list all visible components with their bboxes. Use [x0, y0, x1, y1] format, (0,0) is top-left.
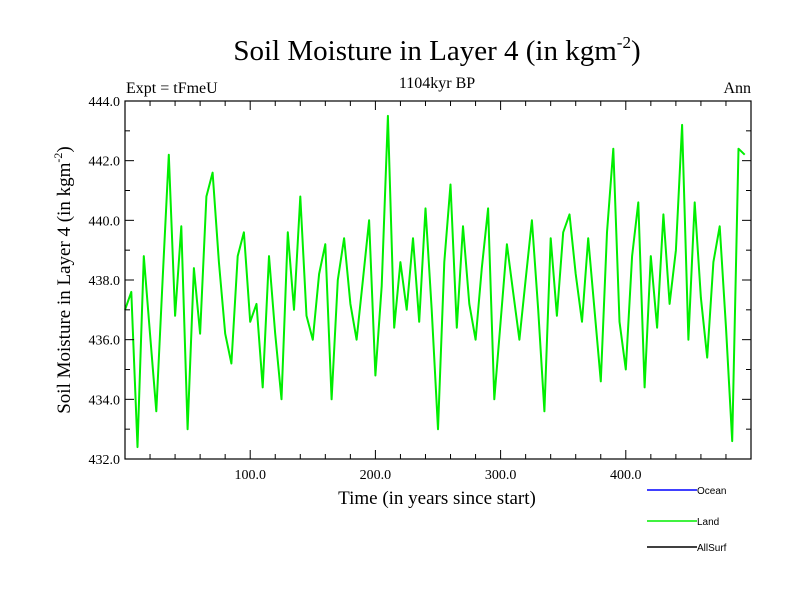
- y-tick-label: 432.0: [89, 453, 121, 468]
- series-line-land: [124, 114, 746, 449]
- chart-title: Soil Moisture in Layer 4 (in kgm-2): [233, 33, 640, 67]
- y-tick-label: 440.0: [89, 214, 121, 229]
- x-tick-label: 100.0: [234, 468, 266, 483]
- experiment-label: Expt = tFmeU: [126, 80, 218, 97]
- y-tick-label: 444.0: [89, 95, 121, 110]
- y-axis-label: Soil Moisture in Layer 4 (in kgm-2): [51, 146, 75, 414]
- legend-label-ocean: Ocean: [697, 486, 726, 497]
- y-tick-label: 436.0: [89, 334, 121, 349]
- y-tick-label: 434.0: [89, 393, 121, 408]
- x-tick-label: 200.0: [360, 468, 392, 483]
- y-tick-label: 442.0: [89, 155, 121, 170]
- x-tick-label: 300.0: [485, 468, 517, 483]
- x-tick-label: 400.0: [610, 468, 642, 483]
- season-label: Ann: [723, 80, 751, 97]
- y-tick-label: 438.0: [89, 274, 121, 289]
- plot-frame: [124, 100, 752, 460]
- x-axis-label: Time (in years since start): [338, 488, 536, 509]
- legend-label-allsurf: AllSurf: [697, 543, 727, 554]
- chart-subtitle: 1104kyr BP: [399, 75, 475, 92]
- legend-label-land: Land: [697, 517, 719, 528]
- legend: Ocean Land AllSurf: [647, 486, 727, 554]
